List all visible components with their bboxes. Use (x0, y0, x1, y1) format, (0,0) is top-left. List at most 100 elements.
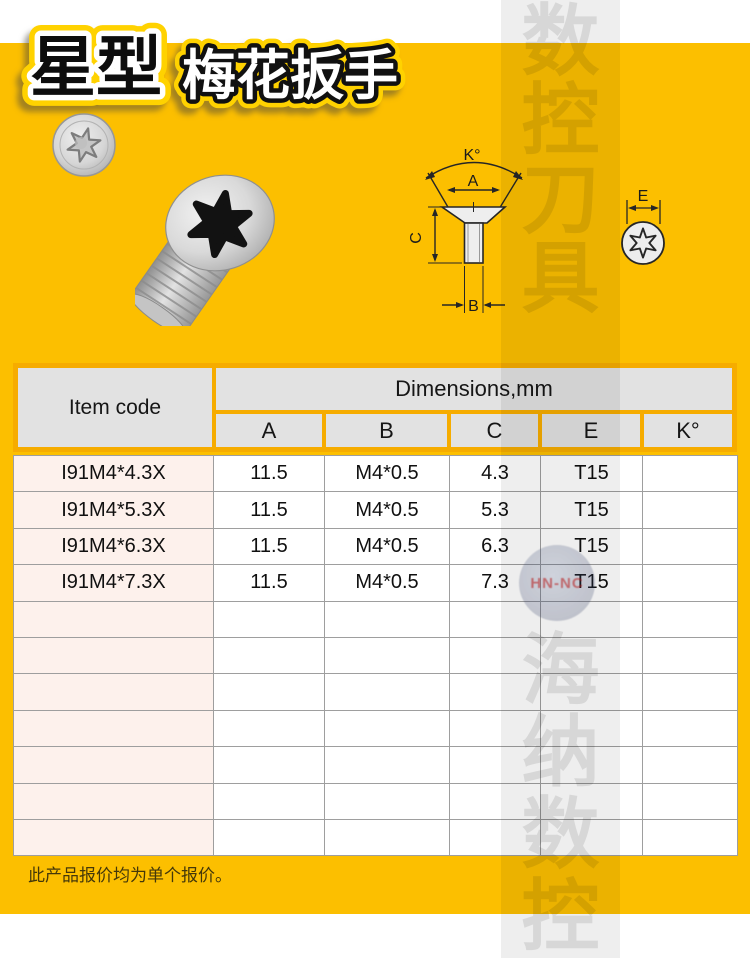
svg-text:C: C (408, 232, 425, 244)
screw-top-view-photo (52, 113, 116, 177)
value-cell (642, 746, 738, 784)
value-cell (449, 709, 541, 748)
value-cell (213, 782, 325, 820)
screw-side-photo (135, 174, 275, 326)
value-cell: 6.3 (449, 527, 541, 566)
table-row: I91M4*6.3X 11.5 M4*0.5 6.3 T15 (13, 527, 738, 566)
table-row: I91M4*4.3X 11.5 M4*0.5 4.3 T15 (13, 454, 738, 493)
value-cell (642, 491, 738, 529)
table-row (13, 673, 738, 711)
spec-table-header: Item code Dimensions,mm A B C E K° (13, 363, 737, 452)
title-white-part: 梅花扳手 梅花扳手 梅花扳手 (173, 37, 407, 115)
col-header-e: E (542, 414, 640, 447)
value-cell: T15 (540, 491, 643, 529)
svg-text:星型: 星型 (30, 30, 162, 104)
item-code-cell (13, 746, 214, 784)
value-cell (540, 782, 643, 820)
value-cell: T15 (540, 454, 643, 493)
value-cell (540, 673, 643, 711)
value-cell: M4*0.5 (324, 564, 450, 602)
value-cell: M4*0.5 (324, 491, 450, 529)
value-cell (449, 782, 541, 820)
value-cell (213, 709, 325, 748)
item-code-header-cell: Item code (18, 368, 212, 447)
item-code-cell (13, 709, 214, 748)
svg-text:星型: 星型 (30, 30, 162, 104)
value-cell (324, 636, 450, 675)
value-cell (642, 564, 738, 602)
value-cell: T15 (540, 564, 643, 602)
item-code-cell: I91M4*5.3X (13, 491, 214, 529)
col-header-b: B (326, 414, 447, 447)
dimensions-header-cell: Dimensions,mm (216, 368, 732, 410)
value-cell: 11.5 (213, 527, 325, 566)
svg-text:星型: 星型 (30, 30, 162, 104)
value-cell: M4*0.5 (324, 454, 450, 493)
value-cell (213, 818, 325, 857)
spec-table: I91M4*4.3X 11.5 M4*0.5 4.3 T15 I91M4*5.3X 11.5… (13, 454, 738, 857)
value-cell (540, 818, 643, 857)
item-code-cell: I91M4*7.3X (13, 564, 214, 602)
item-code-cell (13, 782, 214, 820)
table-row (13, 636, 738, 675)
item-code-cell (13, 673, 214, 711)
screw-cross-section (425, 161, 523, 313)
value-cell (642, 782, 738, 820)
title-black-part: 星型 星型 星型 (20, 19, 173, 115)
col-header-k: K° (644, 414, 732, 447)
value-cell: T15 (540, 527, 643, 566)
table-row: I91M4*5.3X 11.5 M4*0.5 5.3 T15 (13, 491, 738, 529)
value-cell: 7.3 (449, 564, 541, 602)
value-cell (324, 673, 450, 711)
svg-text:梅花扳手: 梅花扳手 (182, 46, 398, 106)
value-cell (449, 636, 541, 675)
value-cell (642, 636, 738, 675)
value-cell (324, 746, 450, 784)
svg-text:梅花扳手: 梅花扳手 (182, 46, 398, 106)
table-row: I91M4*7.3X 11.5 M4*0.5 7.3 T15 (13, 564, 738, 602)
item-code-cell: I91M4*6.3X (13, 527, 214, 566)
svg-text:B: B (468, 298, 479, 315)
value-cell (449, 600, 541, 638)
svg-text:A: A (468, 173, 479, 190)
value-cell (213, 673, 325, 711)
value-cell (324, 818, 450, 857)
table-row (13, 746, 738, 784)
value-cell (449, 746, 541, 784)
value-cell (324, 600, 450, 638)
value-cell (540, 600, 643, 638)
screw-head (165, 174, 275, 272)
table-row (13, 782, 738, 820)
value-cell (642, 673, 738, 711)
value-cell (642, 527, 738, 566)
value-cell (540, 709, 643, 748)
item-code-cell (13, 818, 214, 857)
svg-text:梅花扳手: 梅花扳手 (182, 46, 398, 106)
value-cell: 5.3 (449, 491, 541, 529)
table-row (13, 818, 738, 857)
value-cell (449, 673, 541, 711)
value-cell (642, 600, 738, 638)
item-code-cell (13, 600, 214, 638)
svg-text:E: E (638, 188, 649, 205)
dimension-diagram: K° A B C E (408, 147, 665, 315)
footer-note: 此产品报价均为单个报价。 (28, 866, 232, 885)
value-cell (324, 709, 450, 748)
value-cell (213, 600, 325, 638)
value-cell (642, 454, 738, 493)
table-row (13, 600, 738, 638)
table-row (13, 709, 738, 748)
col-header-a: A (216, 414, 322, 447)
page-title: 星型 星型 星型 梅花扳手 梅花扳手 梅花扳手 (20, 19, 407, 115)
col-header-c: C (451, 414, 538, 447)
value-cell (213, 636, 325, 675)
diagram-arrowheads (425, 171, 523, 308)
value-cell (540, 746, 643, 784)
value-cell (324, 782, 450, 820)
value-cell (540, 636, 643, 675)
value-cell (642, 709, 738, 748)
value-cell: 4.3 (449, 454, 541, 493)
value-cell: 11.5 (213, 491, 325, 529)
item-code-cell: I91M4*4.3X (13, 454, 214, 493)
